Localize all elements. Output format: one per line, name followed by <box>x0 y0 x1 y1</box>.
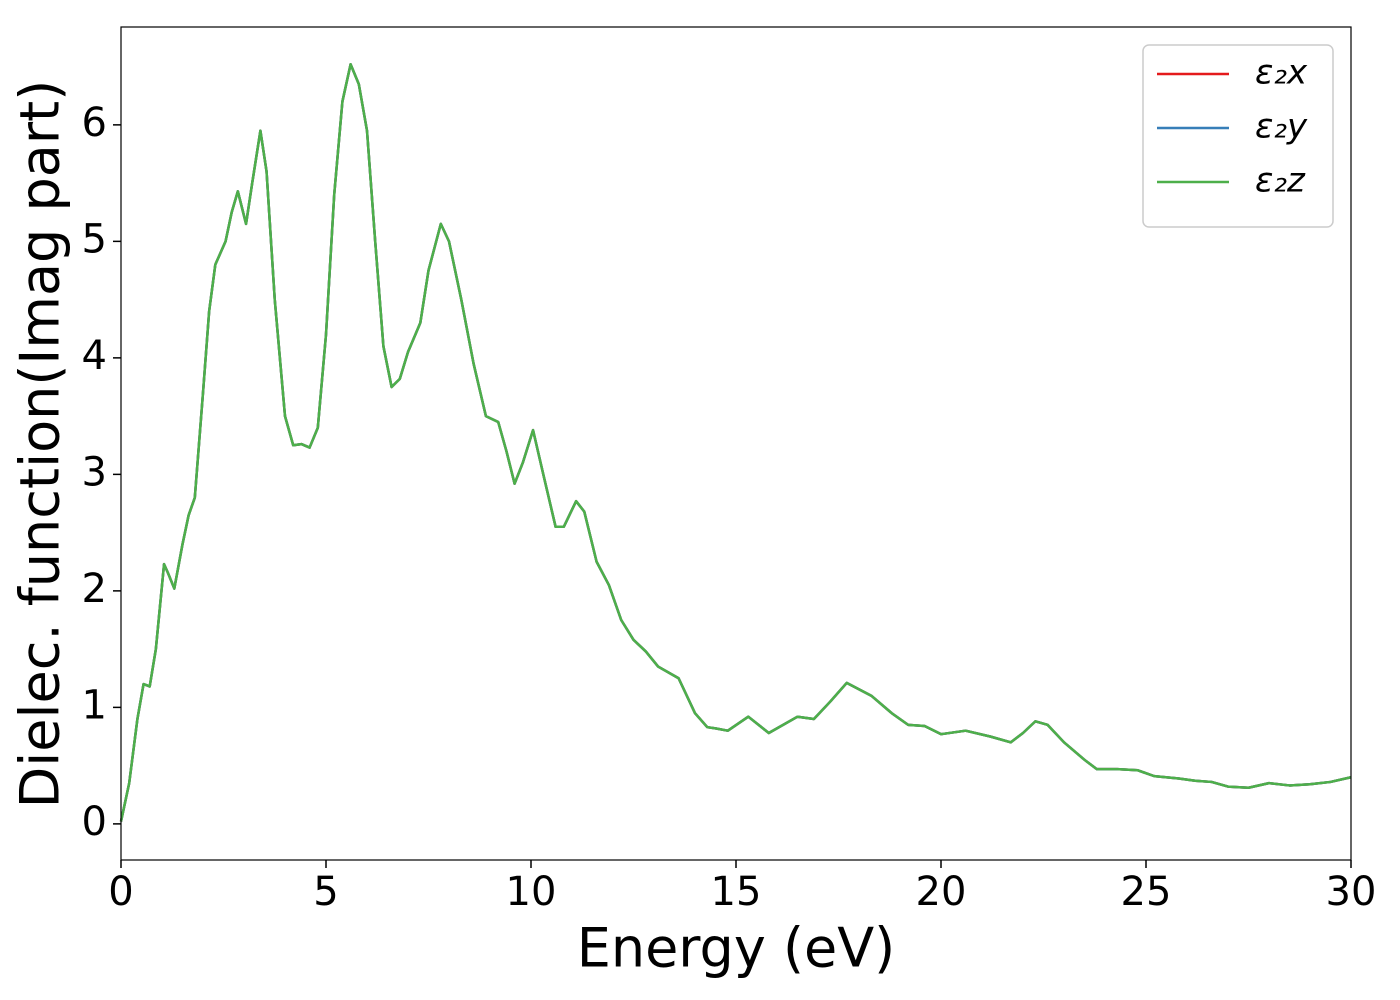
y-tick-label: 4 <box>82 333 107 379</box>
x-tick-label: 15 <box>711 869 762 915</box>
x-tick-label: 0 <box>108 869 133 915</box>
y-tick-label: 6 <box>82 100 107 146</box>
x-tick-label: 10 <box>506 869 557 915</box>
legend-label: ε₂x <box>1255 53 1308 93</box>
legend-label: ε₂z <box>1255 161 1306 201</box>
x-tick-label: 5 <box>313 869 338 915</box>
data-line <box>119 63 1352 822</box>
y-tick-label: 3 <box>82 449 107 495</box>
plot-frame <box>120 26 1352 861</box>
y-axis-label: Dielec. function(Imag part) <box>9 80 72 809</box>
x-tick-label: 20 <box>916 869 967 915</box>
y-tick-label: 1 <box>82 682 107 728</box>
x-tick-label: 30 <box>1326 869 1377 915</box>
y-tick-label: 0 <box>82 799 107 845</box>
y-tick-label: 2 <box>82 566 107 612</box>
y-tick-label: 5 <box>82 216 107 262</box>
legend-label: ε₂y <box>1255 107 1308 147</box>
x-axis-label: Energy (eV) <box>577 917 896 980</box>
x-tick-label: 25 <box>1121 869 1172 915</box>
